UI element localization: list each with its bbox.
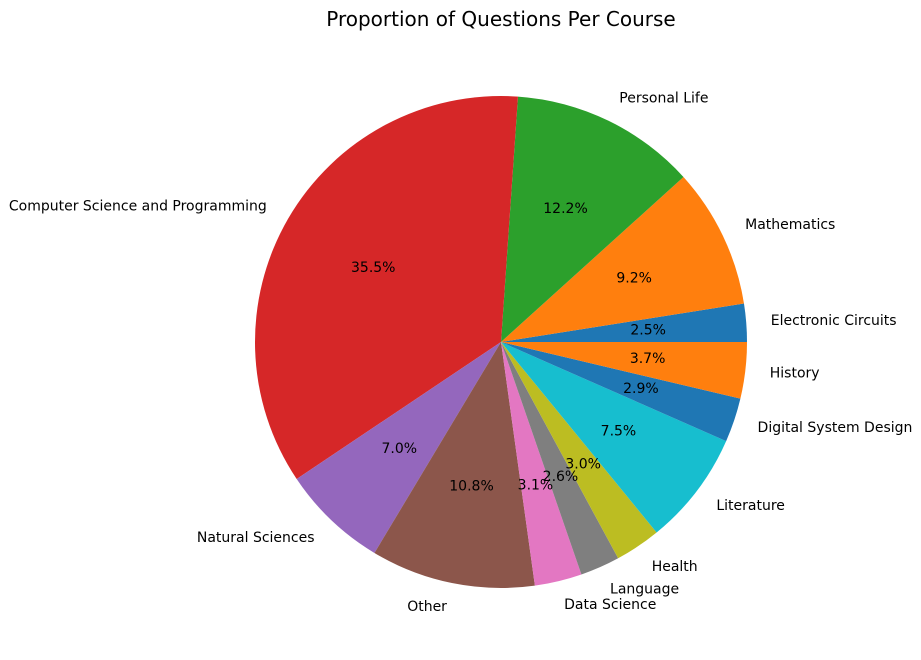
chart-title: Proportion of Questions Per Course — [326, 7, 675, 31]
percent-label-health: 3.0% — [565, 457, 601, 473]
slice-other — [374, 342, 535, 588]
category-label-language: Language — [610, 582, 679, 598]
category-label-mathematics: Mathematics — [745, 217, 835, 233]
percent-label-language: 2.6% — [543, 469, 579, 485]
percent-label-personal-life: 12.2% — [543, 201, 587, 217]
percent-label-electronic-circuits: 2.5% — [630, 322, 666, 338]
percent-label-literature: 7.5% — [601, 423, 637, 439]
percent-label-mathematics: 9.2% — [616, 270, 652, 286]
slice-personal-life — [501, 96, 684, 342]
percent-label-history: 3.7% — [630, 351, 666, 367]
percent-label-other: 10.8% — [449, 479, 493, 495]
category-label-computer-science-and-programming: Computer Science and Programming — [9, 198, 267, 214]
category-labels: Electronic Circuits Mathematics Personal L… — [9, 91, 913, 616]
category-label-digital-system-design: Digital System Design — [758, 420, 913, 436]
category-label-natural-sciences: Natural Sciences — [197, 530, 315, 546]
category-label-other: Other — [407, 599, 447, 615]
category-label-history: History — [770, 365, 820, 381]
percent-label-computer-science-and-programming: 35.5% — [351, 260, 395, 276]
slice-history — [501, 342, 747, 399]
percent-label-digital-system-design: 2.9% — [623, 381, 659, 397]
percent-labels: 2.5% 9.2% 12.2% 35.5% 7.0% 10.8% 3.1%2.6%3.0% 7… — [351, 201, 666, 494]
slice-natural-sciences — [296, 342, 501, 553]
category-label-electronic-circuits: Electronic Circuits — [771, 313, 897, 329]
slice-health — [501, 342, 657, 559]
percent-label-data-science: 3.1% — [518, 478, 554, 494]
slice-data-science — [501, 342, 582, 586]
percent-label-natural-sciences: 7.0% — [381, 441, 417, 457]
category-label-personal-life: Personal Life — [619, 91, 708, 107]
slice-computer-science-and-programming — [254, 96, 518, 479]
slice-literature — [501, 342, 727, 533]
slice-digital-system-design — [501, 342, 741, 442]
category-label-data-science: Data Science — [564, 597, 656, 613]
category-label-health: Health — [652, 559, 698, 575]
slice-mathematics — [501, 177, 744, 342]
pie-slices — [254, 96, 747, 588]
slice-electronic-circuits — [501, 303, 747, 342]
category-label-literature: Literature — [716, 498, 785, 514]
slice-language — [501, 342, 619, 575]
